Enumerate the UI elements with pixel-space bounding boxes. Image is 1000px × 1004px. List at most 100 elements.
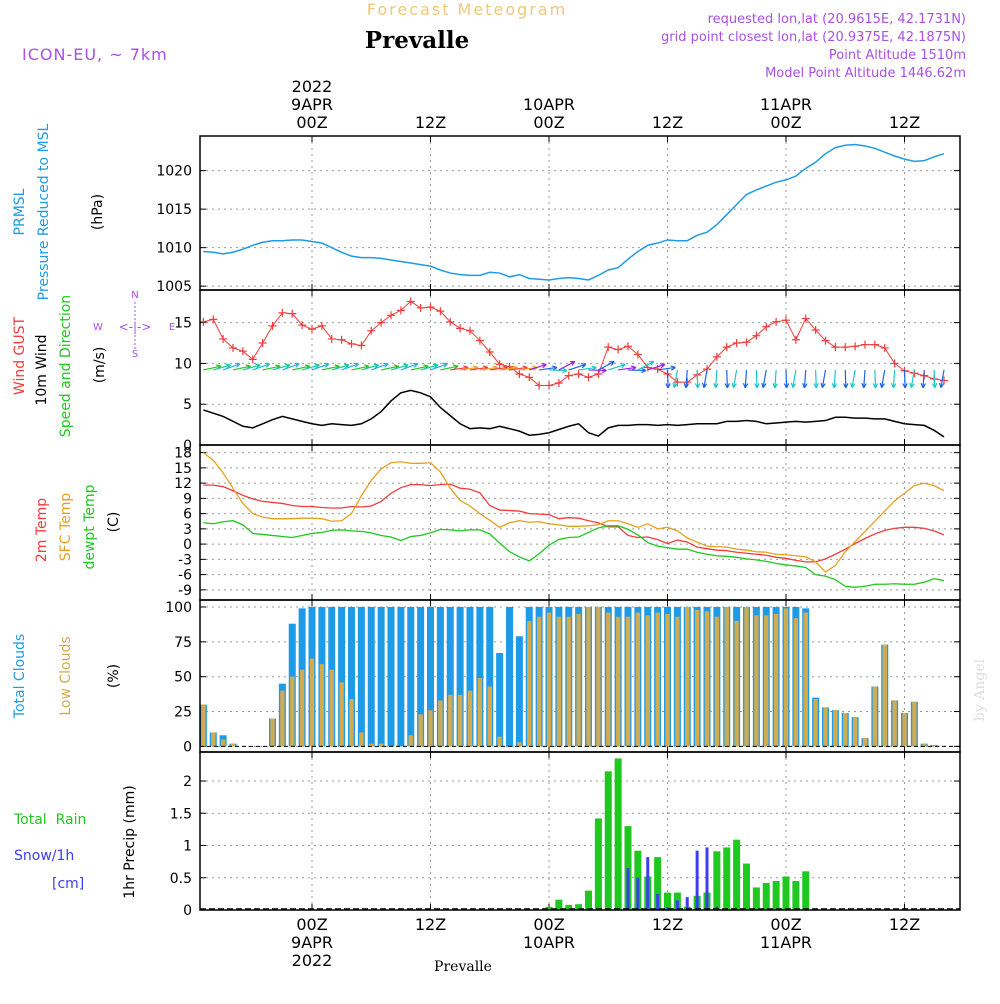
gust-marker bbox=[308, 325, 316, 334]
y-tick-label: 15 bbox=[174, 461, 192, 477]
low-cloud-bar bbox=[704, 611, 710, 747]
snow-bar bbox=[675, 900, 679, 910]
temp2m-line bbox=[203, 483, 945, 563]
wind-direction-label: Speed and Direction bbox=[58, 295, 74, 437]
gust-marker bbox=[515, 370, 524, 379]
panel-frame-2 bbox=[199, 289, 961, 446]
wind-direction-arrow bbox=[850, 369, 856, 389]
y-tick-label: 75 bbox=[174, 635, 192, 651]
low-cloud-bar bbox=[773, 613, 779, 747]
gust-marker bbox=[861, 340, 869, 349]
y-tick-label: 0 bbox=[183, 438, 192, 454]
total-cloud-bar bbox=[506, 606, 513, 747]
wind-axis-labels: Wind GUST 10m Wind Speed and Direction (… bbox=[12, 290, 175, 437]
grid-coords: grid point closest lon,lat (20.9375E, 42… bbox=[661, 30, 966, 45]
gust-marker bbox=[396, 306, 405, 315]
compass-icon: W <-|-> E N S bbox=[93, 290, 175, 360]
rain-bar bbox=[792, 880, 800, 910]
wind-direction-arrow bbox=[879, 369, 886, 389]
wind-direction-arrow bbox=[694, 369, 701, 389]
plot-layer: 1005101010151020051015-9-6-3036912151802… bbox=[156, 77, 961, 970]
gust-marker bbox=[229, 343, 237, 352]
gust-marker bbox=[782, 316, 790, 325]
low-cloud-bar bbox=[457, 694, 463, 747]
total-cloud-bar bbox=[476, 606, 484, 747]
gust-marker bbox=[317, 321, 326, 330]
wind-direction-arrow bbox=[772, 369, 778, 389]
low-cloud-bar bbox=[892, 700, 897, 747]
low-cloud-bar bbox=[852, 717, 858, 747]
low-cloud-bar bbox=[359, 732, 364, 747]
low-cloud-bar bbox=[714, 616, 720, 747]
rain-bar bbox=[743, 863, 750, 910]
rain-bar bbox=[802, 871, 810, 910]
rain-bar bbox=[565, 904, 573, 910]
wind-direction-arrow bbox=[742, 369, 749, 389]
low-cloud-bar bbox=[220, 739, 226, 747]
y-tick-label: 18 bbox=[174, 446, 192, 462]
gust-marker bbox=[298, 321, 307, 330]
precip-ylabel: 1hr Precip (mm) bbox=[122, 785, 138, 898]
wind-direction-arrow bbox=[790, 369, 797, 389]
gust-marker bbox=[258, 339, 267, 348]
rain-bar bbox=[733, 839, 741, 910]
y-tick-label: 0 bbox=[183, 903, 192, 919]
wind-direction-arrow bbox=[627, 367, 647, 374]
low-cloud-bar bbox=[349, 699, 354, 747]
gust-marker bbox=[880, 343, 889, 352]
gust-marker bbox=[841, 343, 850, 352]
total-cloud-bar bbox=[427, 606, 434, 747]
total-cloud-bar bbox=[515, 636, 523, 747]
y-tick-label: 1.5 bbox=[170, 806, 192, 822]
rain-bar bbox=[604, 771, 612, 910]
gust-marker bbox=[762, 322, 771, 331]
low-cloud-bar bbox=[329, 669, 334, 747]
low-cloud-bar bbox=[586, 606, 591, 747]
main-title: Forecast Meteogram bbox=[367, 0, 567, 19]
snow-bar bbox=[705, 847, 709, 910]
bottom-date-label: 9APR bbox=[291, 933, 333, 952]
gust-marker bbox=[545, 381, 553, 390]
gust-marker bbox=[278, 308, 287, 317]
low-cloud-bar bbox=[823, 707, 828, 747]
wind-direction-arrow bbox=[813, 369, 819, 389]
wind-direction-arrow bbox=[902, 369, 908, 389]
bottom-date-label: 00Z bbox=[296, 915, 327, 934]
bottom-date-label: 10APR bbox=[523, 933, 575, 952]
low-cloud-bar bbox=[872, 686, 878, 747]
snow-bar bbox=[695, 850, 699, 910]
low-cloud-bar bbox=[546, 612, 552, 747]
wind-direction-arrow bbox=[568, 363, 587, 371]
low-clouds-label: Low Clouds bbox=[58, 636, 74, 715]
low-cloud-bar bbox=[556, 616, 562, 747]
rain-bar bbox=[594, 818, 602, 910]
wind-direction-arrow bbox=[724, 369, 730, 389]
low-cloud-bar bbox=[497, 736, 502, 747]
gust-marker bbox=[752, 331, 761, 340]
wind-direction-arrow bbox=[608, 363, 626, 371]
low-cloud-bar bbox=[339, 682, 344, 747]
y-tick-label: 10 bbox=[174, 356, 192, 372]
low-cloud-bar bbox=[467, 690, 473, 747]
low-cloud-bar bbox=[754, 615, 759, 747]
gust-marker bbox=[732, 339, 741, 348]
top-date-label: 12Z bbox=[889, 113, 920, 132]
rain-bar bbox=[585, 890, 592, 910]
wind-direction-arrow bbox=[371, 362, 389, 371]
y-tick-label: -6 bbox=[178, 568, 192, 584]
low-cloud-bar bbox=[902, 712, 907, 747]
compass-n: N bbox=[131, 290, 138, 301]
model-label: ICON-EU, ~ 7km bbox=[22, 45, 168, 64]
low-cloud-bar bbox=[862, 738, 868, 747]
gust-marker bbox=[584, 373, 593, 382]
pressure-unit: (hPa) bbox=[90, 194, 106, 230]
total-cloud-bar bbox=[446, 606, 454, 747]
low-cloud-bar bbox=[645, 615, 650, 747]
temp2m-label: 2m Temp bbox=[34, 498, 50, 562]
low-cloud-bar bbox=[931, 745, 937, 747]
low-cloud-bar bbox=[922, 743, 927, 747]
low-cloud-bar bbox=[280, 690, 285, 747]
total-cloud-bar bbox=[397, 606, 405, 747]
rain-bar bbox=[664, 892, 671, 910]
